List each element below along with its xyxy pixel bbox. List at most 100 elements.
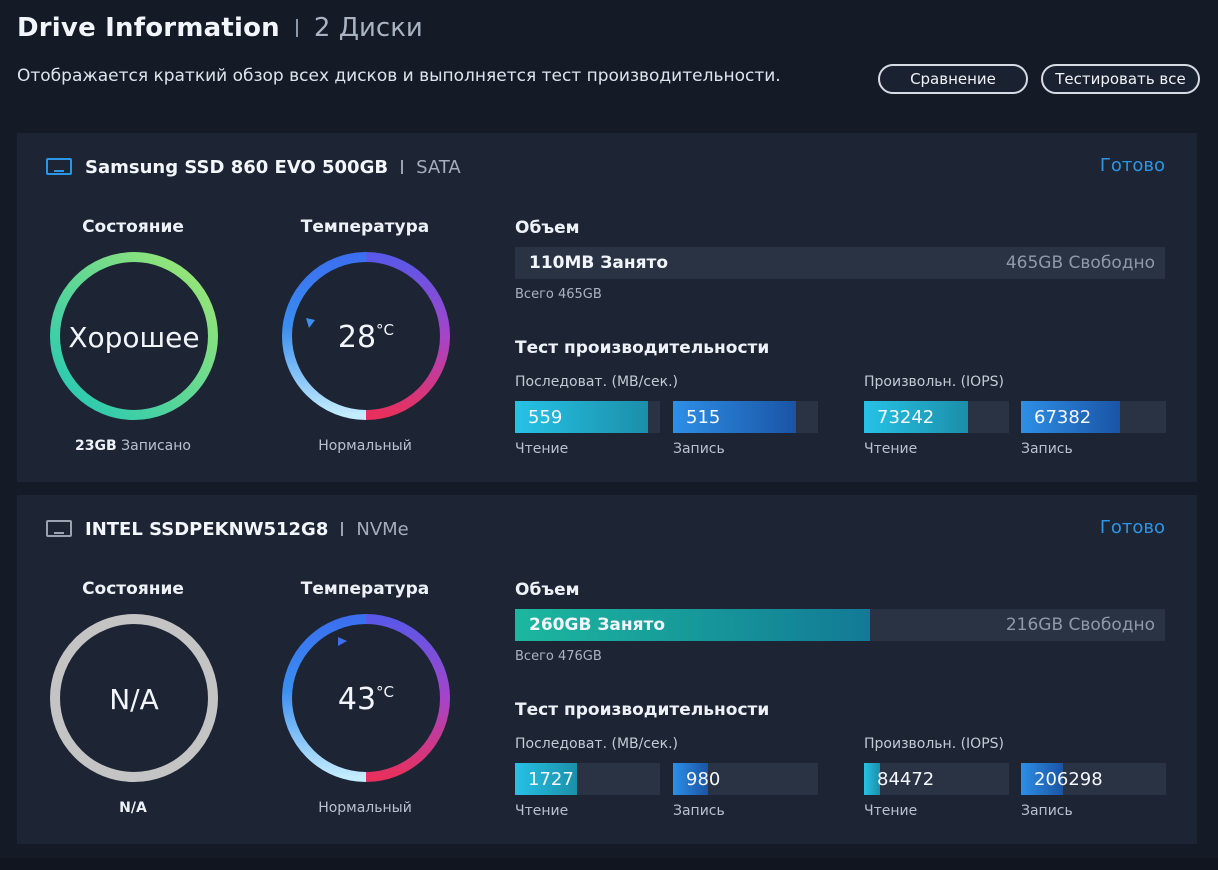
capacity-total: Всего 476GB [515,649,602,664]
seq-write-caption: Запись [673,803,725,819]
rand-write-fill [1021,401,1120,433]
rand-read-value: 73242 [877,407,935,428]
capacity-used: 260GB Занято [529,615,666,635]
compare-button[interactable]: Сравнение [878,64,1028,94]
temperature-label: Температура [300,217,430,237]
drive-title-row: Samsung SSD 860 EVO 500GB SATA [85,153,461,181]
random-label: Произвольн. (IOPS) [864,374,1004,390]
temperature-marker-icon [338,637,347,646]
drive-title-divider [341,522,344,536]
seq-read-caption: Чтение [515,803,569,819]
capacity-label: Объем [515,218,580,238]
rand-read-caption: Чтение [864,441,918,457]
rand-read-value: 84472 [877,769,935,790]
capacity-used-fill [515,609,870,641]
sequential-label: Последоват. (MB/сек.) [515,374,679,390]
performance-title: Тест производительности [515,338,770,358]
seq-read-fill [515,763,578,795]
written-label: Записано [121,438,191,454]
seq-read-value: 1727 [528,769,574,790]
drive-card: INTEL SSDPEKNW512G8 NVMe Готово Состояни… [17,495,1197,844]
health-gauge: Хорошее [50,252,218,420]
drive-interface: NVMe [356,518,409,540]
temperature-status: Нормальный [318,800,412,816]
capacity-bar: 110MB Занято 465GB Свободно [515,247,1165,279]
written-info: N/A [33,800,233,816]
rand-write-fill [1021,763,1064,795]
health-value: N/A [109,683,159,716]
seq-write-value: 515 [686,407,721,428]
seq-write-fill [673,763,708,795]
capacity-free: 465GB Свободно [1005,253,1155,273]
rand-write-caption: Запись [1021,441,1073,457]
drive-title-divider [401,160,404,174]
page-title: Drive Information [17,13,280,43]
temperature-value: 43 [338,682,376,717]
seq-write-bar: 515 [673,401,818,433]
capacity-total: Всего 465GB [515,287,602,302]
capacity-label: Объем [515,580,580,600]
temperature-label: Температура [300,579,430,599]
bottom-strip [0,858,1218,870]
rand-read-fill [864,763,880,795]
seq-read-bar: 1727 [515,763,660,795]
drive-interface: SATA [416,156,461,178]
drive-icon [46,158,72,175]
seq-read-value: 559 [528,407,563,428]
temperature-unit: °C [376,321,394,339]
drive-card: Samsung SSD 860 EVO 500GB SATA Готово Со… [17,133,1197,482]
drive-icon [46,520,72,537]
capacity-free: 216GB Свободно [1005,615,1155,635]
temperature-arc-cool [282,252,367,420]
temperature-status: Нормальный [318,438,412,454]
page-subtitle: Отображается краткий обзор всех дисков и… [17,66,781,86]
health-gauge: N/A [50,614,218,782]
rand-write-bar: 206298 [1021,763,1166,795]
rand-read-bar: 84472 [864,763,1009,795]
written-value: 23GB [75,438,117,454]
drive-count: 2 Диски [313,13,423,43]
seq-write-caption: Запись [673,441,725,457]
seq-write-bar: 980 [673,763,818,795]
written-value: N/A [119,800,147,816]
health-label: Состояние [82,579,184,599]
rand-write-caption: Запись [1021,803,1073,819]
temperature-gauge: 43 °C [282,614,450,782]
page-header: Drive Information 2 Диски [17,8,423,48]
drive-name[interactable]: INTEL SSDPEKNW512G8 [85,518,329,540]
capacity-bar: 260GB Занято 216GB Свободно [515,609,1165,641]
rand-read-caption: Чтение [864,803,918,819]
seq-read-caption: Чтение [515,441,569,457]
title-divider [295,19,298,37]
temperature-value: 28 [338,320,376,355]
performance-title: Тест производительности [515,700,770,720]
rand-write-value: 67382 [1034,407,1092,428]
seq-write-fill [673,401,797,433]
seq-read-fill [515,401,649,433]
rand-write-value: 206298 [1034,769,1103,790]
test-all-button[interactable]: Тестировать все [1041,64,1200,94]
temperature-arc-warm [365,614,450,782]
sequential-label: Последоват. (MB/сек.) [515,736,679,752]
health-value: Хорошее [68,321,199,354]
random-label: Произвольн. (IOPS) [864,736,1004,752]
rand-read-fill [864,401,969,433]
health-ring [50,252,218,420]
temperature-unit: °C [376,683,394,701]
drive-status[interactable]: Готово [1099,155,1165,176]
temperature-arc-cool [282,614,367,782]
health-label: Состояние [82,217,184,237]
drive-status[interactable]: Готово [1099,517,1165,538]
temperature-arc-warm [365,252,450,420]
temperature-marker-icon [306,318,315,328]
rand-read-bar: 73242 [864,401,1009,433]
health-ring [50,614,218,782]
rand-write-bar: 67382 [1021,401,1166,433]
drive-name[interactable]: Samsung SSD 860 EVO 500GB [85,156,389,178]
drive-title-row: INTEL SSDPEKNW512G8 NVMe [85,515,409,543]
capacity-used: 110MB Занято [529,253,669,273]
written-info: 23GB Записано [33,438,233,454]
temperature-gauge: 28 °C [282,252,450,420]
seq-write-value: 980 [686,769,721,790]
seq-read-bar: 559 [515,401,660,433]
